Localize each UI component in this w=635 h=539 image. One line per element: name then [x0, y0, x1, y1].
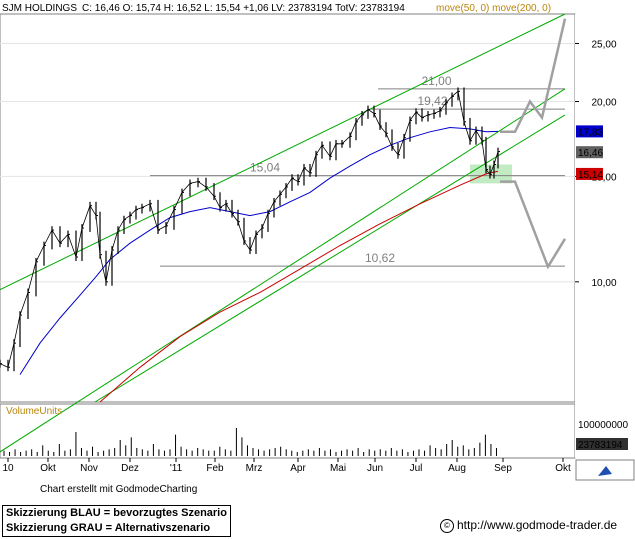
y-tick-label: 20,00: [591, 98, 616, 109]
price-tags: 17,83 16,46 15,14: [576, 125, 603, 181]
x-tick-label: 10: [2, 463, 14, 474]
volume-last-tag-bg: [576, 438, 628, 450]
level-label: 15,04: [250, 161, 280, 175]
x-tick-label: Nov: [80, 463, 98, 474]
moving-averages: [19, 126, 499, 403]
price-tag-label: 17,83: [578, 127, 603, 138]
scenario-blue-path: [500, 18, 567, 134]
trend-channel: [0, 13, 566, 453]
x-tick-label: Sep: [494, 463, 512, 474]
x-tick-label: '11: [170, 463, 183, 474]
scenario-sketches: [500, 18, 567, 270]
price-tag-label: 16,46: [578, 148, 603, 159]
y-tick-label: 25,00: [591, 39, 616, 50]
x-tick-label: Feb: [206, 463, 224, 474]
level-label: 19,42: [418, 94, 448, 108]
x-tick-label: Dez: [121, 463, 139, 474]
volume-panel: [0, 403, 576, 459]
legend-grey: Skizzierung GRAU = Alternativszenario: [6, 522, 211, 534]
price-tag-bg: [576, 146, 603, 159]
ma50-line: [19, 126, 499, 375]
x-tick-label: Aug: [448, 463, 466, 474]
x-tick-label: Jun: [367, 463, 383, 474]
header-quote: C: 16,46 O: 15,74 H: 16,52 L: 15,54 +1,0…: [82, 3, 405, 14]
y-gridlines: [0, 42, 575, 283]
url-text: http://www.godmode-trader.de: [457, 518, 618, 532]
price-panel: [0, 13, 576, 403]
price-line: [0, 90, 499, 368]
channel-line-lower: [94, 114, 566, 403]
x-tick-label: Okt: [40, 463, 56, 474]
header-symbol: SJM HOLDINGS: [2, 3, 77, 14]
source-url[interactable]: © http://www.godmode-trader.de: [440, 518, 617, 533]
volume-bars: [3, 428, 497, 456]
y-axis-area: [575, 14, 635, 458]
level-label: 10,62: [365, 251, 395, 265]
legend-blue: Skizzierung BLAU = bevorzugtes Szenario: [6, 507, 227, 519]
scenario-grey-path: [500, 180, 567, 270]
x-axis: 10 Okt Nov Dez '11 Feb Mrz Apr Mai Jun Jul Aug Sep Ok…: [2, 458, 571, 474]
x-tick-label: Apr: [290, 463, 306, 474]
x-tick-label: Mrz: [246, 463, 263, 474]
header-ma-labels: move(50, 0) move(200, 0): [436, 3, 551, 14]
channel-line-upper: [0, 13, 566, 291]
copyright-icon: ©: [440, 518, 454, 533]
support-zone-rect: [470, 164, 512, 184]
level-label: 21,00: [422, 74, 452, 88]
volume-last-tag: 23783194: [578, 440, 623, 451]
y-tick-label: 10,00: [591, 278, 616, 289]
y-tick-label: 15,00: [591, 172, 616, 183]
channel-line-middle: [0, 88, 566, 453]
x-tick-label: Okt: [555, 463, 571, 474]
volume-title: VolumeUnits: [6, 406, 62, 417]
x-tick-label: Jul: [410, 463, 423, 474]
price-tag-label: 15,14: [578, 170, 603, 181]
price-tag-bg: [576, 125, 603, 138]
support-zone: [470, 164, 512, 184]
volume-y-tick: 100000000: [578, 420, 628, 431]
logo-icon: [598, 466, 612, 476]
ma200-line: [99, 170, 499, 403]
price-series: [0, 87, 500, 372]
y-axis: 25,00 20,00 15,00 10,00: [575, 39, 617, 289]
price-tag-bg: [576, 167, 603, 180]
chart-credit: Chart erstellt mit GodmodeCharting: [40, 484, 198, 495]
x-tick-label: Mai: [330, 463, 346, 474]
scenario-legend: Skizzierung BLAU = bevorzugtes Szenario …: [2, 505, 231, 537]
